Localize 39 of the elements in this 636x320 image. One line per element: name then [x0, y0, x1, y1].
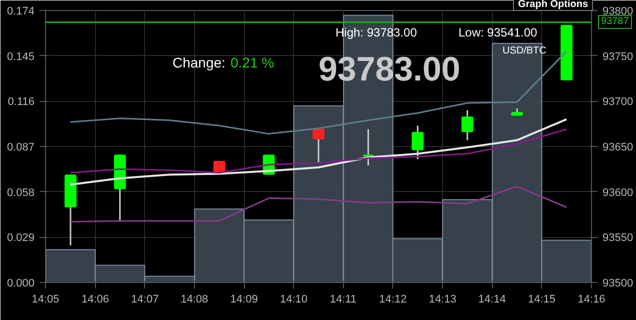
- candlestick: [461, 109, 474, 141]
- candlestick: [312, 128, 324, 164]
- annotation: 0.21 %: [230, 54, 274, 70]
- y-tick-label: 93650: [602, 142, 634, 154]
- x-tick-label: 14:14: [478, 294, 506, 306]
- y2-tick-label: 0.000: [6, 278, 35, 290]
- x-tick-label: 14:11: [330, 294, 357, 306]
- x-tick-label: 14:15: [528, 294, 556, 306]
- y-tick-label: 93550: [602, 232, 634, 244]
- candlestick: [362, 128, 374, 166]
- line-series: [70, 128, 568, 174]
- x-tick-label: 14:09: [230, 294, 258, 306]
- y-tick-label: 93800: [602, 6, 634, 18]
- y-tick-label: 93750: [602, 50, 634, 63]
- y2-tick-label: 0.087: [6, 142, 35, 154]
- y2-tick-label: 0.058: [6, 186, 35, 199]
- line-series: [70, 186, 568, 223]
- ref-line-label: 93787: [598, 14, 632, 29]
- y-tick-label: 93500: [602, 278, 634, 290]
- x-tick-label: 14:13: [428, 294, 456, 306]
- y2-tick-label: 0.145: [6, 50, 35, 63]
- annotation: Change:: [172, 54, 226, 70]
- x-tick-label: 14:05: [32, 294, 60, 306]
- candlestick: [412, 124, 424, 160]
- x-tick-label: 14:06: [81, 294, 109, 306]
- annotation: High: 93783.00: [336, 26, 418, 40]
- x-tick-label: 14:16: [578, 294, 606, 306]
- y2-tick-label: 0.116: [8, 96, 35, 108]
- x-tick-label: 14:10: [280, 294, 308, 306]
- x-tick-label: 14:07: [131, 294, 159, 306]
- y-tick-label: 93600: [602, 186, 634, 199]
- x-tick-label: 14:12: [379, 294, 407, 306]
- y2-tick-label: 0.029: [6, 232, 35, 244]
- annotation: Low: 93541.00: [458, 26, 538, 40]
- x-tick-label: 14:08: [180, 294, 208, 306]
- y2-tick-label: 0.174: [6, 6, 35, 18]
- annotation: USD/BTC: [502, 46, 546, 56]
- y-tick-label: 93700: [602, 96, 634, 108]
- text: Graph Options: [513, 0, 593, 11]
